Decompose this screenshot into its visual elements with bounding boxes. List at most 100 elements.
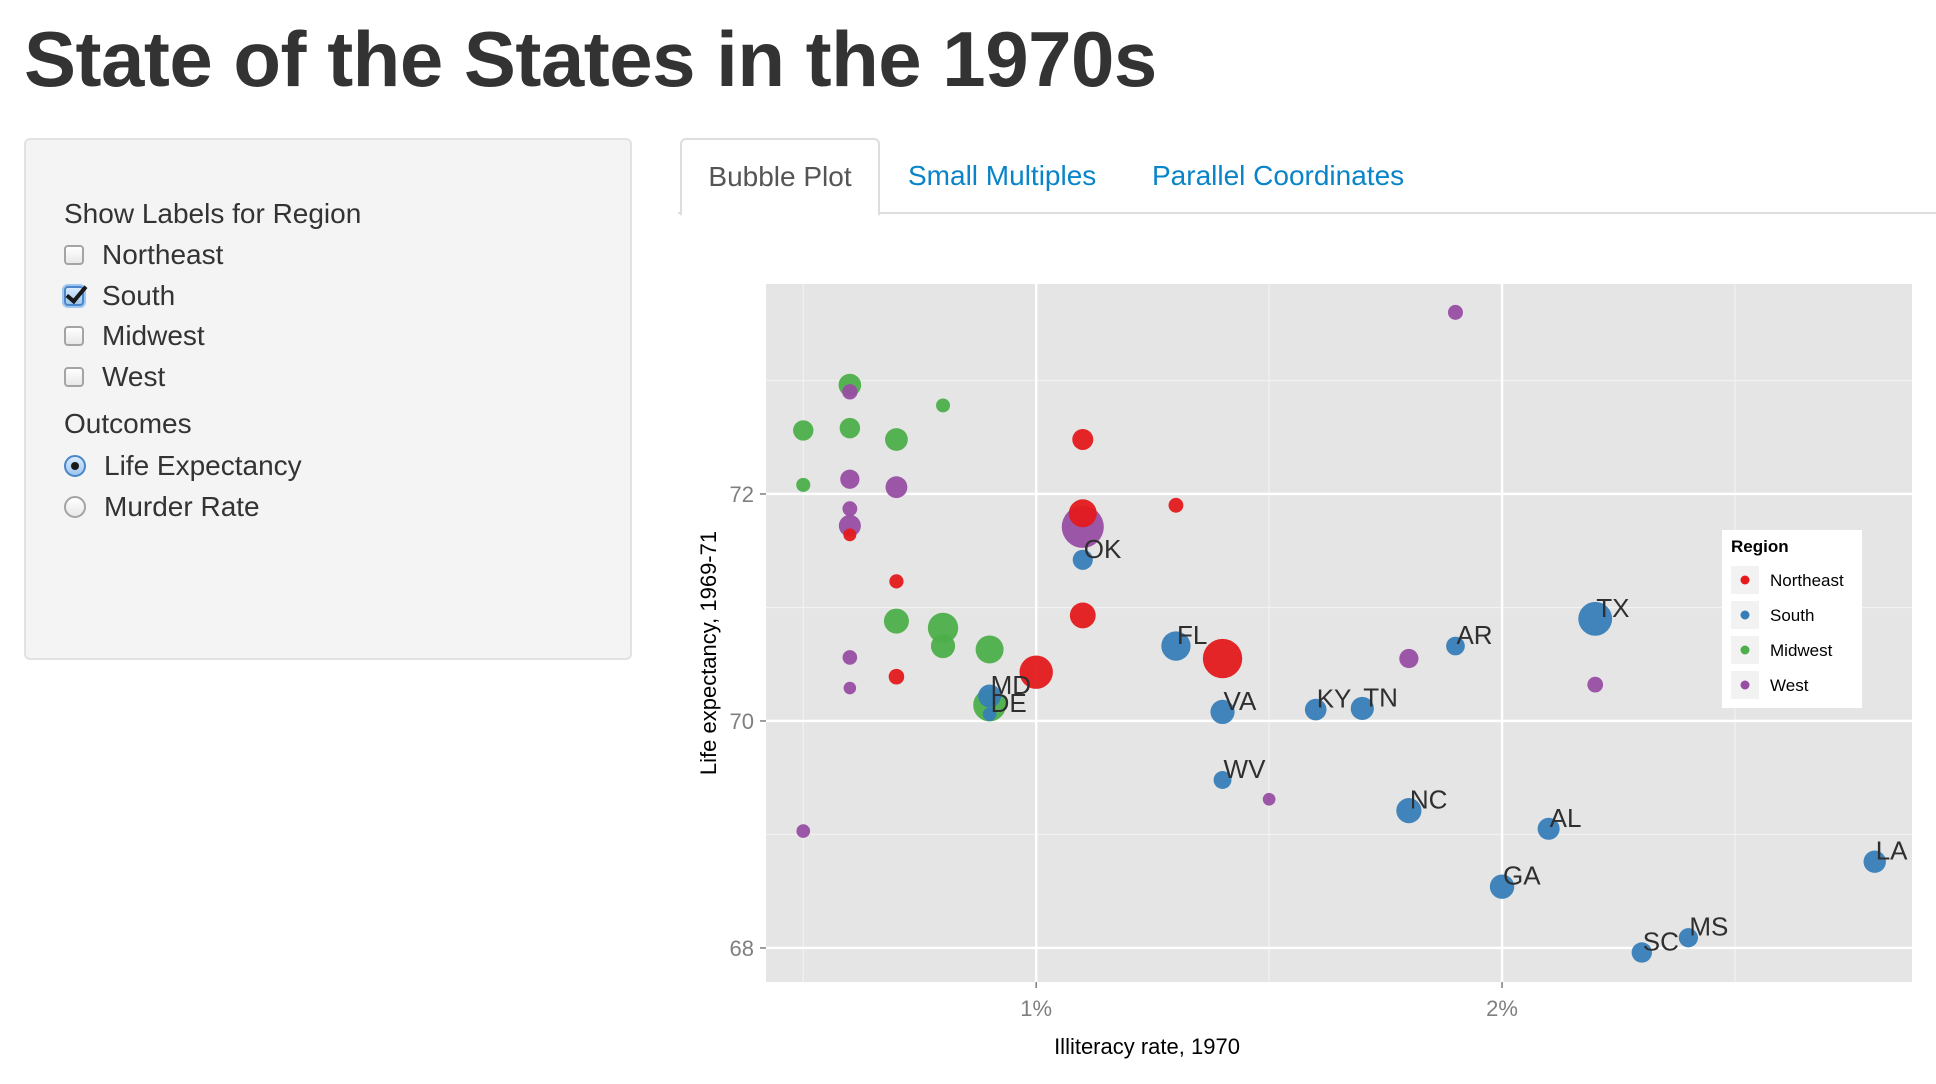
outcome-option-life-expectancy[interactable]: Life Expectancy xyxy=(64,449,302,483)
bubble-west xyxy=(840,469,860,489)
y-tick-label: 68 xyxy=(730,936,754,961)
x-axis-title: Illiteracy rate, 1970 xyxy=(1054,1034,1240,1059)
point-label: MD xyxy=(991,670,1031,700)
bubble-south xyxy=(1210,699,1235,724)
bubble-midwest xyxy=(975,635,1004,664)
murder-rate-radio[interactable] xyxy=(64,496,86,518)
bubble-midwest xyxy=(839,417,861,439)
bubble-northeast xyxy=(1072,428,1094,451)
bubble-midwest xyxy=(885,428,908,451)
point-label: TX xyxy=(1596,593,1629,623)
bubble-west xyxy=(1262,792,1276,806)
legend-dot-south xyxy=(1740,610,1750,620)
west-label: West xyxy=(102,361,166,392)
y-axis-title: Life expectancy, 1969-71 xyxy=(696,531,721,775)
midwest-label: Midwest xyxy=(102,320,205,351)
bubble-south xyxy=(1213,771,1232,789)
life-expectancy-radio[interactable] xyxy=(64,455,86,477)
outcomes-heading: Outcomes xyxy=(64,408,192,439)
tab-parallel-coordinates[interactable]: Parallel Coordinates xyxy=(1152,160,1405,191)
bubble-south xyxy=(1350,696,1374,721)
northeast-checkbox[interactable] xyxy=(64,245,84,265)
point-label: MS xyxy=(1689,912,1728,942)
bubble-south xyxy=(1678,928,1699,948)
bubble-south xyxy=(1631,942,1652,963)
legend-title: Region xyxy=(1731,537,1789,556)
show-labels-heading: Show Labels for Region xyxy=(64,198,362,229)
legend-label-midwest: Midwest xyxy=(1770,641,1833,660)
page-title: State of the States in the 1970s xyxy=(24,15,1157,103)
bubble-west xyxy=(842,501,858,517)
bubble-northeast xyxy=(889,574,904,589)
bubble-midwest xyxy=(796,477,811,492)
legend-label-south: South xyxy=(1770,606,1814,625)
bubble-plot-svg: 1% 2% 68 70 72 Illiteracy rate, 1970 Life expe… xyxy=(696,284,1912,1059)
point-label: AL xyxy=(1550,803,1582,833)
bubble-west xyxy=(796,824,811,838)
south-label: South xyxy=(102,280,176,311)
tab-bar: Bubble Plot Small Multiples Parallel Coo… xyxy=(678,138,1936,216)
bubble-northeast xyxy=(1202,638,1243,679)
legend-dot-northeast xyxy=(1740,575,1750,585)
point-label: OK xyxy=(1084,534,1122,564)
bubble-northeast xyxy=(1069,602,1096,629)
point-label: AR xyxy=(1456,620,1492,650)
bubble-west xyxy=(1447,304,1463,320)
region-option-midwest[interactable]: Midwest xyxy=(64,319,205,353)
point-label: NC xyxy=(1410,785,1448,815)
x-tick-label: 1% xyxy=(1020,996,1052,1021)
point-label: VA xyxy=(1224,686,1257,716)
sidebar-panel: Show Labels for Region Northeast South M… xyxy=(24,138,632,660)
outcome-option-murder-rate[interactable]: Murder Rate xyxy=(64,490,260,524)
y-tick-label: 72 xyxy=(730,482,754,507)
murder-rate-label: Murder Rate xyxy=(104,491,260,522)
region-option-south[interactable]: South xyxy=(64,279,175,313)
bubble-south xyxy=(978,684,1002,708)
bubble-midwest xyxy=(793,420,814,441)
bubble-west xyxy=(1587,676,1604,693)
bubble-northeast xyxy=(888,668,905,685)
bubble-south xyxy=(1396,798,1422,824)
south-checkbox[interactable] xyxy=(64,286,84,306)
legend-dot-west xyxy=(1740,680,1750,690)
bubble-south xyxy=(982,707,997,721)
bubble-west xyxy=(1399,648,1419,669)
point-label: FL xyxy=(1177,620,1207,650)
point-label: SC xyxy=(1643,926,1679,956)
life-expectancy-label: Life Expectancy xyxy=(104,450,302,481)
bubble-south xyxy=(1072,549,1093,570)
tab-bubble-plot[interactable]: Bubble Plot xyxy=(680,138,880,216)
west-checkbox[interactable] xyxy=(64,367,84,387)
bubble-south xyxy=(1304,698,1327,721)
midwest-checkbox[interactable] xyxy=(64,326,84,346)
bubble-midwest xyxy=(927,612,959,644)
point-label: LA xyxy=(1876,836,1908,866)
bubble-plot-chart: 1% 2% 68 70 72 Illiteracy rate, 1970 Life expe… xyxy=(690,270,1936,1075)
bubble-midwest xyxy=(930,633,956,659)
point-label: TN xyxy=(1363,682,1398,712)
point-label: GA xyxy=(1503,861,1541,891)
tab-small-multiples[interactable]: Small Multiples xyxy=(908,160,1097,191)
x-tick-label: 2% xyxy=(1486,996,1518,1021)
legend-dot-midwest xyxy=(1740,645,1750,655)
bubble-south xyxy=(1446,636,1465,656)
bubble-west xyxy=(842,384,858,400)
bubble-south xyxy=(1489,874,1515,899)
bubble-northeast xyxy=(1168,497,1184,513)
bubble-south xyxy=(1578,601,1613,636)
bubble-northeast xyxy=(1019,655,1053,689)
northeast-label: Northeast xyxy=(102,239,224,270)
bubble-midwest xyxy=(936,398,950,413)
bubble-west xyxy=(838,514,861,537)
region-option-west[interactable]: West xyxy=(64,360,165,394)
bubble-west xyxy=(885,476,908,499)
y-tick-label: 70 xyxy=(730,709,754,734)
region-option-northeast[interactable]: Northeast xyxy=(64,238,223,272)
legend-label-west: West xyxy=(1770,676,1809,695)
bubble-northeast xyxy=(843,528,857,542)
bubble-west xyxy=(843,681,857,695)
bubble-south xyxy=(1161,631,1191,661)
point-label: WV xyxy=(1224,754,1267,784)
point-label: KY xyxy=(1317,684,1352,714)
point-label: DE xyxy=(991,688,1027,718)
